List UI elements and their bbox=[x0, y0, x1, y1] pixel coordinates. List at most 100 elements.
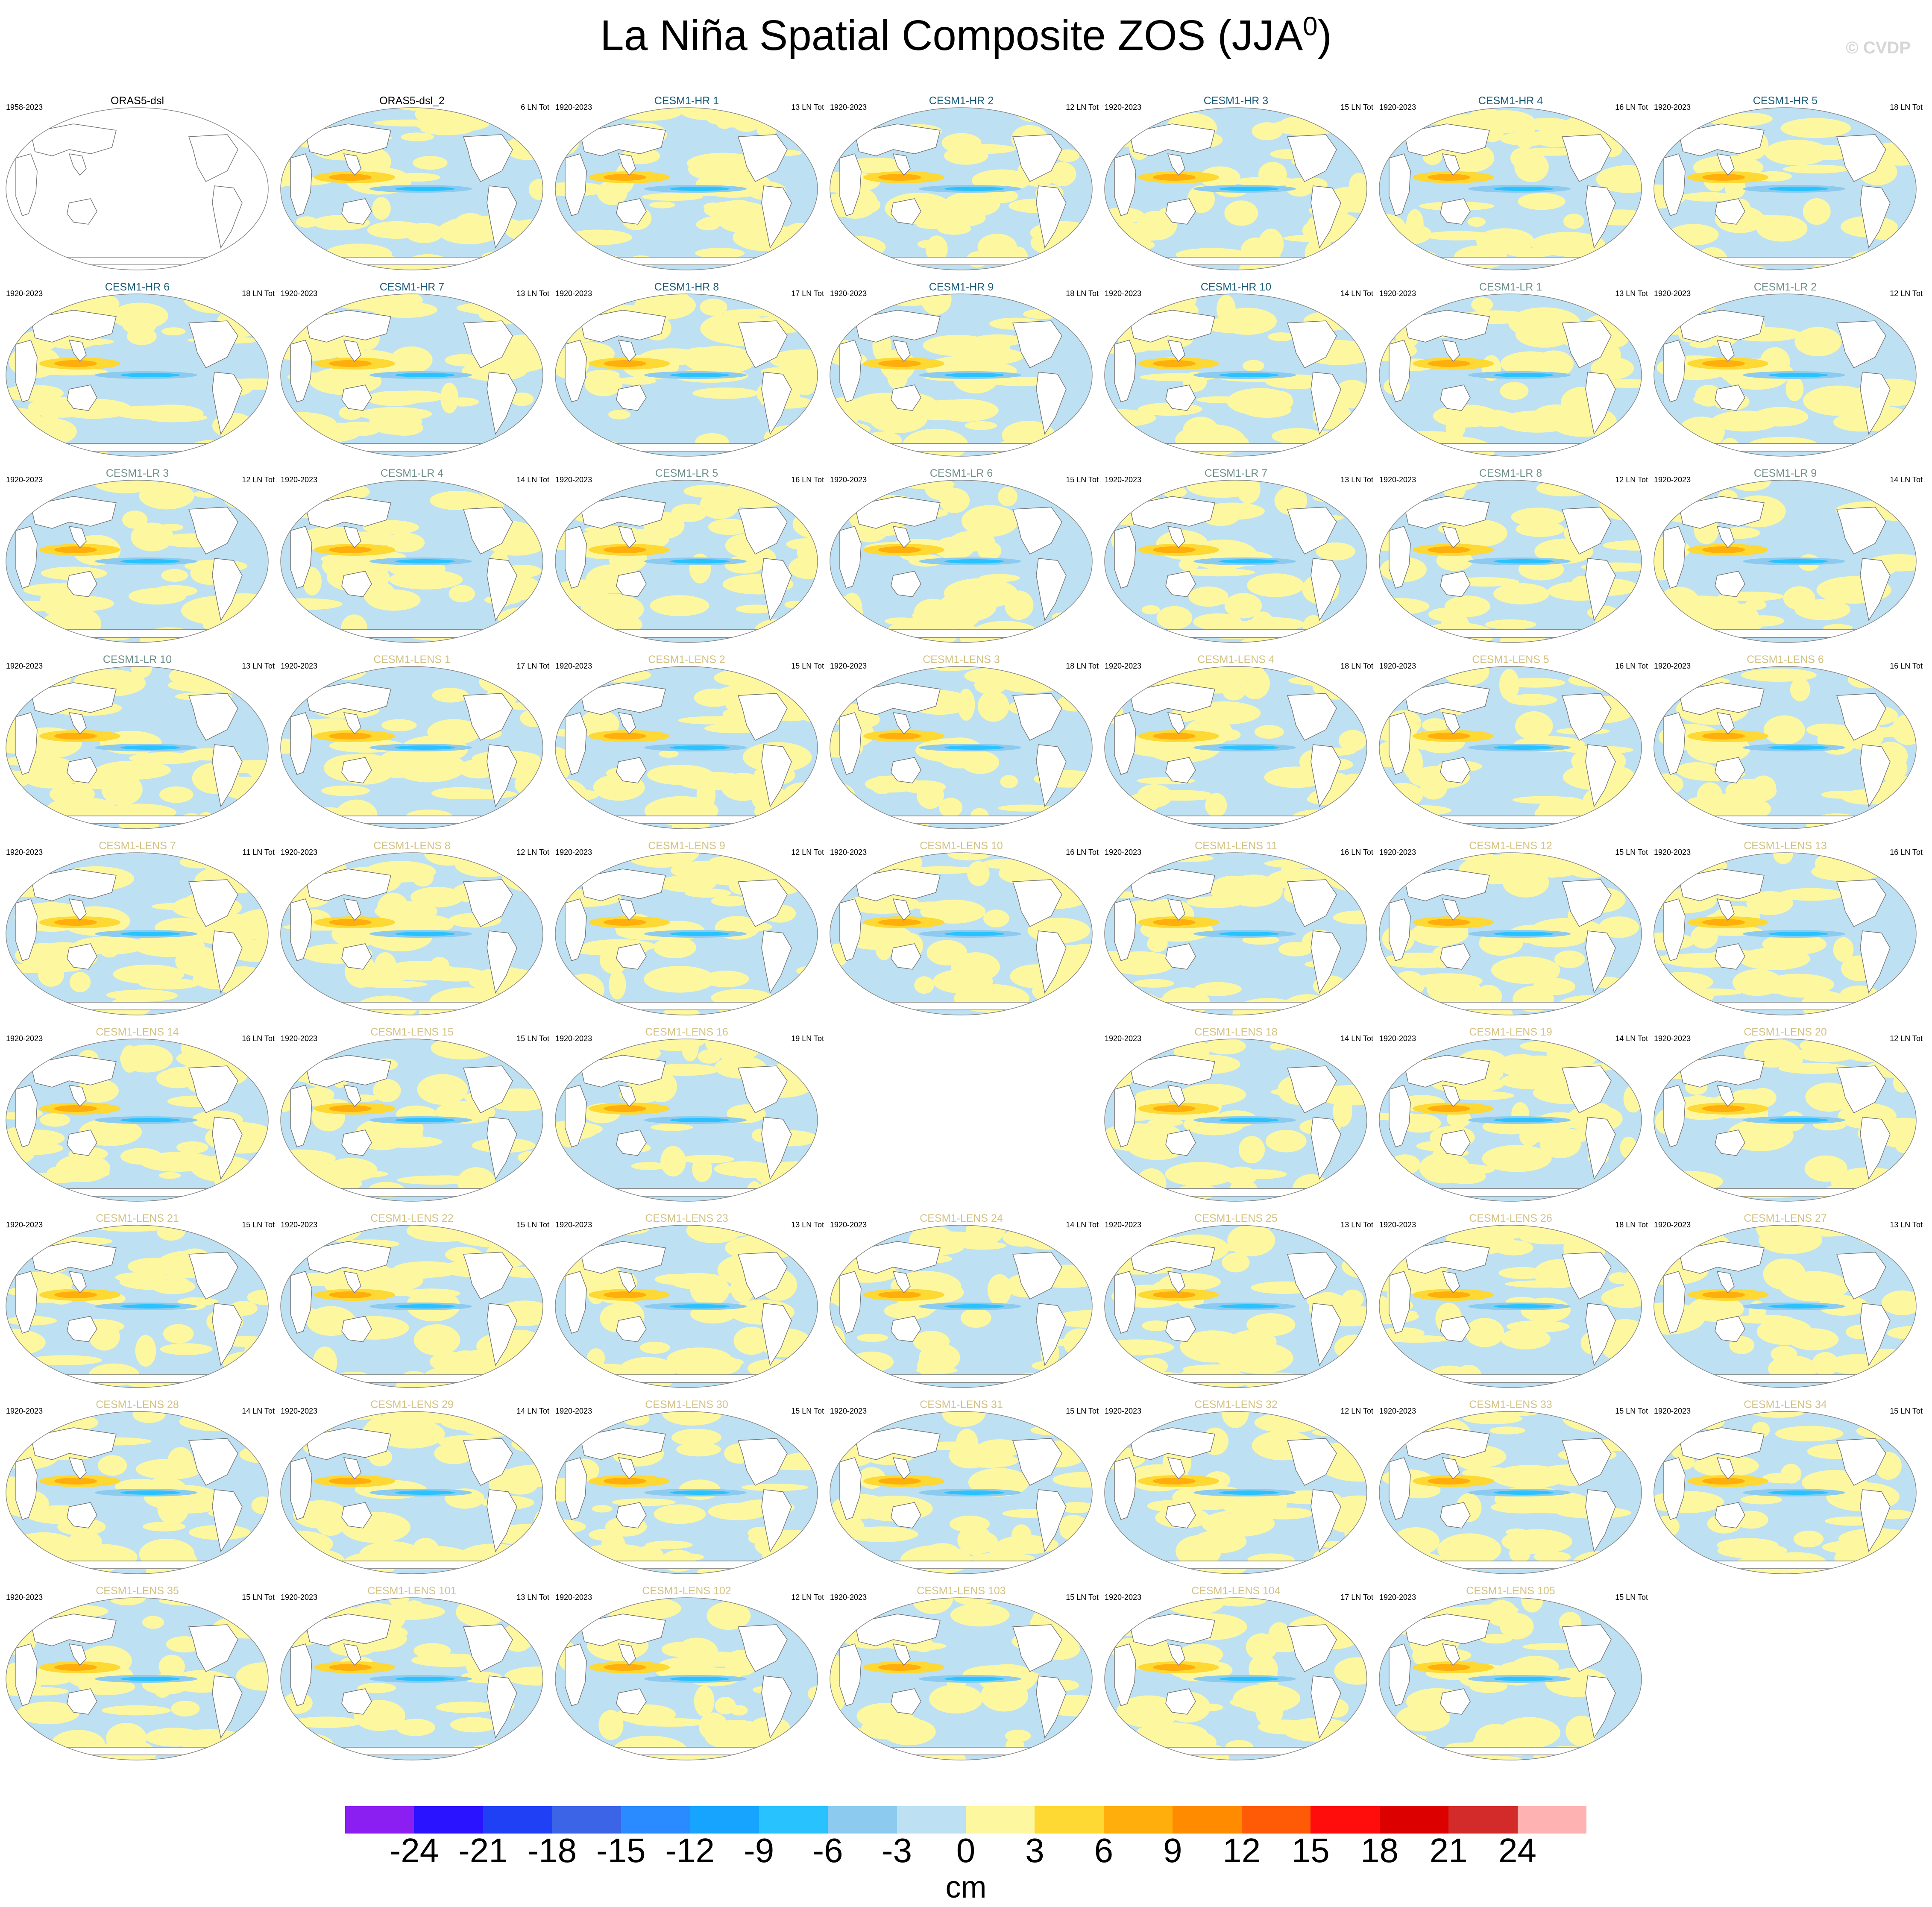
world-map bbox=[280, 1411, 543, 1574]
map-panel: CESM1-HR 6 1920-2023 18 LN Tot bbox=[0, 276, 275, 462]
world-map bbox=[1653, 852, 1917, 1015]
world-map bbox=[1104, 852, 1367, 1015]
panel-title: CESM1-LR 2 bbox=[1753, 281, 1817, 293]
panel-title: CESM1-LENS 5 bbox=[1472, 654, 1549, 666]
map-panel: CESM1-LR 5 1920-2023 16 LN Tot bbox=[549, 462, 824, 648]
panel-years: 1920-2023 bbox=[1654, 662, 1691, 670]
panel-years: 1920-2023 bbox=[555, 103, 592, 111]
map-panel: CESM1-LR 9 1920-2023 14 LN Tot bbox=[1648, 462, 1923, 648]
panel-event-count: 18 LN Tot bbox=[1615, 1220, 1648, 1229]
panel-years: 1920-2023 bbox=[1379, 662, 1416, 670]
panel-event-count: 18 LN Tot bbox=[1066, 289, 1099, 298]
map-panel: CESM1-HR 3 1920-2023 15 LN Tot bbox=[1099, 90, 1373, 276]
panel-years: 1920-2023 bbox=[281, 1034, 318, 1043]
panel-event-count: 16 LN Tot bbox=[1890, 848, 1923, 857]
panel-title: CESM1-LENS 15 bbox=[370, 1026, 454, 1038]
map-panel: CESM1-LENS 25 1920-2023 13 LN Tot bbox=[1099, 1207, 1373, 1394]
world-map bbox=[1104, 1597, 1367, 1760]
colorbar-swatch bbox=[897, 1806, 966, 1834]
panel-title: CESM1-LR 1 bbox=[1479, 281, 1542, 293]
world-map bbox=[555, 107, 818, 270]
panel-event-count: 19 LN Tot bbox=[791, 1034, 824, 1043]
world-map bbox=[1653, 480, 1917, 643]
panel-years: 1920-2023 bbox=[1105, 1220, 1142, 1229]
panel-event-count: 14 LN Tot bbox=[1340, 289, 1373, 298]
map-panel: CESM1-HR 1 1920-2023 13 LN Tot bbox=[549, 90, 824, 276]
panel-event-count: 16 LN Tot bbox=[1066, 848, 1099, 857]
world-map bbox=[830, 666, 1093, 829]
panel-event-count: 17 LN Tot bbox=[1340, 1593, 1373, 1602]
panel-event-count: 16 LN Tot bbox=[1890, 662, 1923, 670]
world-map bbox=[1653, 1411, 1917, 1574]
world-map bbox=[280, 480, 543, 643]
map-panel: CESM1-LENS 101 1920-2023 13 LN Tot bbox=[275, 1580, 549, 1766]
panel-title: CESM1-LENS 32 bbox=[1194, 1399, 1278, 1411]
colorbar-swatch bbox=[1103, 1806, 1173, 1834]
world-map bbox=[1379, 1225, 1642, 1388]
world-map bbox=[280, 852, 543, 1015]
panel-event-count: 16 LN Tot bbox=[1340, 848, 1373, 857]
panel-years: 1920-2023 bbox=[555, 1034, 592, 1043]
world-map bbox=[1653, 107, 1917, 270]
panel-years: 1920-2023 bbox=[830, 1220, 867, 1229]
panel-title: CESM1-LENS 102 bbox=[642, 1585, 731, 1597]
panel-years: 1920-2023 bbox=[1379, 289, 1416, 298]
panel-title: CESM1-LENS 25 bbox=[1194, 1212, 1278, 1224]
panel-event-count: 13 LN Tot bbox=[242, 662, 275, 670]
panel-title: CESM1-LENS 30 bbox=[645, 1399, 728, 1411]
world-map bbox=[1104, 666, 1367, 829]
colorbar-swatch bbox=[414, 1806, 484, 1834]
panel-event-count: 12 LN Tot bbox=[1890, 1034, 1923, 1043]
panel-event-count: 14 LN Tot bbox=[516, 1407, 549, 1415]
world-map bbox=[6, 107, 269, 270]
panel-years: 1920-2023 bbox=[1379, 1407, 1416, 1415]
map-panel: CESM1-LENS 22 1920-2023 15 LN Tot bbox=[275, 1207, 549, 1394]
panel-years: 1920-2023 bbox=[6, 848, 43, 857]
panel-title: CESM1-LENS 4 bbox=[1197, 654, 1275, 666]
map-panel: CESM1-LR 8 1920-2023 12 LN Tot bbox=[1373, 462, 1648, 648]
colorbar-tick-label: 3 bbox=[1025, 1831, 1044, 1869]
world-map bbox=[830, 293, 1093, 457]
world-map bbox=[1379, 852, 1642, 1015]
world-map bbox=[1104, 293, 1367, 457]
world-map bbox=[830, 1225, 1093, 1388]
panel-years: 1920-2023 bbox=[6, 1220, 43, 1229]
panel-title: CESM1-LR 6 bbox=[929, 467, 993, 479]
colorbar-tick-label: 15 bbox=[1291, 1831, 1330, 1869]
panel-title: CESM1-LR 5 bbox=[655, 467, 718, 479]
panel-years: 1920-2023 bbox=[555, 475, 592, 484]
panel-event-count: 15 LN Tot bbox=[1615, 848, 1648, 857]
panel-years: 1920-2023 bbox=[6, 662, 43, 670]
panel-event-count: 14 LN Tot bbox=[1615, 1034, 1648, 1043]
panel-years: 1920-2023 bbox=[1105, 1593, 1142, 1602]
colorbar-swatch bbox=[828, 1806, 897, 1834]
world-map bbox=[6, 666, 269, 829]
panel-years: 1920-2023 bbox=[1654, 1220, 1691, 1229]
world-map bbox=[1104, 107, 1367, 270]
panel-event-count: 15 LN Tot bbox=[516, 1034, 549, 1043]
panel-years: 1920-2023 bbox=[555, 1407, 592, 1415]
map-panel: CESM1-LENS 16 1920-2023 19 LN Tot bbox=[549, 1021, 824, 1207]
map-panel: CESM1-LENS 28 1920-2023 14 LN Tot bbox=[0, 1394, 275, 1580]
world-map bbox=[6, 1597, 269, 1760]
colorbar-swatch bbox=[759, 1806, 828, 1834]
panel-years: 1920-2023 bbox=[6, 1593, 43, 1602]
world-map bbox=[1104, 1411, 1367, 1574]
panel-event-count: 17 LN Tot bbox=[791, 289, 824, 298]
panel-event-count: 18 LN Tot bbox=[1066, 662, 1099, 670]
map-panel: CESM1-LENS 13 1920-2023 16 LN Tot bbox=[1648, 835, 1923, 1021]
panel-title: CESM1-LENS 9 bbox=[648, 840, 725, 852]
panel-event-count: 15 LN Tot bbox=[1615, 1593, 1648, 1602]
panel-years: 1920-2023 bbox=[1379, 103, 1416, 111]
world-map bbox=[6, 293, 269, 457]
world-map bbox=[830, 1411, 1093, 1574]
map-panel: CESM1-HR 5 1920-2023 18 LN Tot bbox=[1648, 90, 1923, 276]
panel-years: 1920-2023 bbox=[281, 662, 318, 670]
world-map bbox=[1379, 666, 1642, 829]
panel-years: 1920-2023 bbox=[281, 1407, 318, 1415]
map-panel: CESM1-HR 9 1920-2023 18 LN Tot bbox=[824, 276, 1099, 462]
map-panel: CESM1-LENS 31 1920-2023 15 LN Tot bbox=[824, 1394, 1099, 1580]
panel-years: 1920-2023 bbox=[830, 662, 867, 670]
world-map bbox=[280, 1039, 543, 1202]
panel-years: 1920-2023 bbox=[6, 289, 43, 298]
